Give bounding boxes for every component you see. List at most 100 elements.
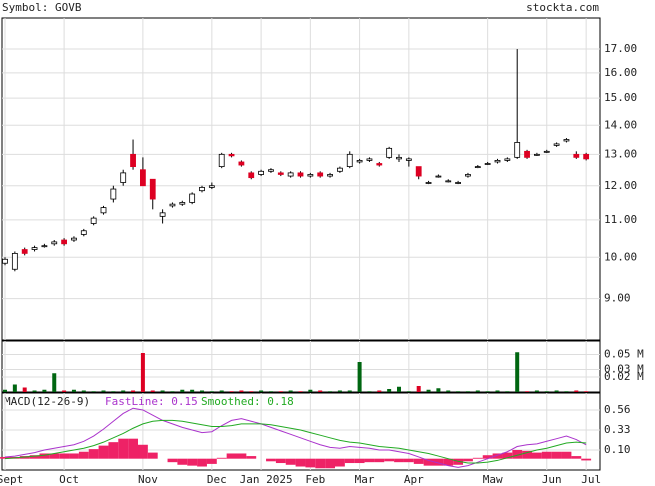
macd-histogram-bar xyxy=(246,456,257,459)
volume-bar xyxy=(495,390,500,392)
volume-bar xyxy=(515,352,520,392)
volume-bar xyxy=(298,391,303,392)
x-tick-label: Apr xyxy=(404,473,424,486)
macd-histogram-bar xyxy=(266,458,276,462)
volume-bar xyxy=(91,391,96,392)
candle-body xyxy=(90,217,97,224)
macd-histogram-bar xyxy=(581,458,592,461)
candle-body xyxy=(396,156,402,160)
candle-body xyxy=(80,230,87,235)
panel-frame xyxy=(1,392,601,471)
candle-body xyxy=(425,182,432,184)
macd-histogram-bar xyxy=(315,458,326,469)
x-tick-label: Feb xyxy=(305,473,325,486)
volume-bar xyxy=(465,391,470,392)
macd-title: MACD(12-26-9) xyxy=(4,395,90,408)
y-tick-label: 12.00 xyxy=(604,179,637,192)
candle-body xyxy=(130,153,136,168)
macd-histogram-bar xyxy=(236,453,247,459)
volume-bar xyxy=(328,391,333,392)
y-tick-label: 0.33 xyxy=(604,423,631,436)
volume-bar xyxy=(525,391,530,392)
macd-histogram-bar xyxy=(59,453,70,459)
candle-body xyxy=(21,249,28,254)
candle-body xyxy=(307,174,314,177)
candle-body xyxy=(149,178,156,200)
candle-body xyxy=(494,160,501,163)
volume-bar xyxy=(131,390,136,392)
macd-histogram-bar xyxy=(147,452,158,459)
candle-body xyxy=(277,172,284,175)
volume-bar xyxy=(534,390,539,392)
candle-body xyxy=(31,247,38,250)
volume-bar xyxy=(397,386,401,392)
macd-histogram-bar xyxy=(167,458,178,463)
candle-body xyxy=(583,153,590,160)
candle-body xyxy=(139,169,146,187)
panel-frame xyxy=(1,17,601,341)
volume-bar xyxy=(475,390,480,392)
volume-bar xyxy=(180,389,185,392)
volume-bar xyxy=(337,390,342,392)
candle-body xyxy=(258,170,265,175)
candle-body xyxy=(287,172,294,177)
symbol-title: Symbol: GOVB xyxy=(2,1,82,14)
volume-bar xyxy=(347,390,352,392)
candle-body xyxy=(543,150,550,153)
macd-histogram-bar xyxy=(354,458,365,464)
candle-body xyxy=(2,258,8,264)
candle-body xyxy=(238,161,245,166)
volume-bar xyxy=(446,390,451,392)
macd-histogram-bar xyxy=(344,458,355,464)
y-tick-label: 0.03 M xyxy=(604,363,644,376)
macd-histogram-bar xyxy=(78,451,89,459)
volume-bar xyxy=(584,391,589,392)
macd-histogram-bar xyxy=(108,442,119,459)
candle-body xyxy=(534,153,540,156)
candle-body xyxy=(514,142,521,158)
macd-histogram-bar xyxy=(305,458,316,468)
x-tick-label: Sept xyxy=(0,473,23,486)
volume-bar xyxy=(377,390,382,392)
volume-bar xyxy=(3,389,7,392)
macd-histogram-bar xyxy=(492,453,503,459)
volume-bar xyxy=(209,391,214,392)
volume-bar xyxy=(485,391,490,392)
volume-bar xyxy=(564,391,569,392)
macd-histogram-bar xyxy=(118,438,129,459)
candle-body xyxy=(189,193,196,203)
macd-histogram-bar xyxy=(463,458,473,462)
volume-bar xyxy=(249,391,254,392)
macd-histogram-bar xyxy=(197,458,207,467)
macd-histogram-bar xyxy=(472,457,483,459)
macd-histogram-bar xyxy=(275,458,286,464)
candle-body xyxy=(474,166,481,169)
candle-body xyxy=(573,153,580,158)
x-tick-label: Nov xyxy=(138,473,158,486)
candle-body xyxy=(199,186,205,192)
macd-histogram-bar xyxy=(532,452,542,459)
candle-body xyxy=(11,252,18,270)
volume-bar xyxy=(42,389,47,392)
macd-histogram-bar xyxy=(413,458,424,464)
candle-body xyxy=(179,202,186,205)
candle-body xyxy=(208,185,215,188)
volume-bar xyxy=(229,391,234,392)
y-tick-label: 0.02 M xyxy=(604,370,644,383)
x-tick-label: Maw xyxy=(483,473,503,486)
macd-histogram-bar xyxy=(325,458,335,469)
y-tick-label: 0.56 xyxy=(604,403,631,416)
macd-line xyxy=(4,419,587,464)
volume-bar xyxy=(111,391,116,392)
y-tick-label: 10.00 xyxy=(604,250,637,263)
volume-bar xyxy=(140,353,145,392)
volume-bar xyxy=(357,362,362,392)
legend-entry: Smoothed: 0.18 xyxy=(201,395,294,408)
y-tick-label: 13.00 xyxy=(604,147,637,160)
macd-histogram-bar xyxy=(29,455,40,459)
candle-body xyxy=(435,175,442,178)
macd-histogram-bar xyxy=(384,458,395,462)
macd-histogram-bar xyxy=(551,451,562,459)
macd-histogram-bar xyxy=(49,453,60,459)
